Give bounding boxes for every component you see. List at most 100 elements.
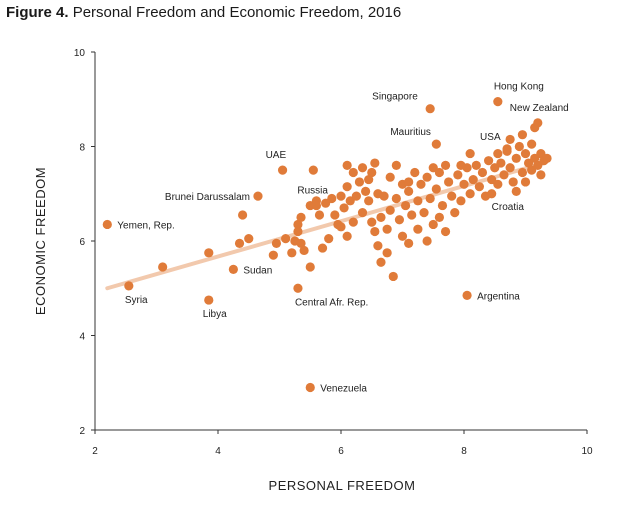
- data-point: [419, 208, 429, 218]
- data-point: [327, 193, 337, 204]
- point-label: Venezuela: [320, 383, 367, 394]
- x-tick-label: 10: [581, 446, 593, 457]
- data-point: [465, 148, 475, 159]
- data-point: [477, 167, 488, 178]
- points-group: [102, 97, 552, 393]
- data-point: [348, 217, 358, 227]
- trendline-group: [105, 161, 546, 291]
- data-point: [453, 170, 463, 180]
- data-point: [376, 212, 386, 222]
- labeled-data-point: [493, 97, 503, 107]
- data-point: [459, 179, 469, 189]
- data-point: [339, 203, 349, 213]
- data-point: [493, 148, 503, 159]
- y-tick-label: 4: [79, 332, 85, 343]
- data-point: [400, 200, 411, 211]
- data-point: [505, 163, 515, 173]
- figure-title: Figure 4. Personal Freedom and Economic …: [6, 4, 401, 21]
- data-point: [234, 238, 245, 248]
- data-point: [416, 179, 426, 189]
- data-point: [373, 241, 383, 251]
- labeled-data-point: [487, 189, 497, 199]
- data-point: [364, 174, 374, 185]
- data-point: [204, 248, 214, 258]
- data-point: [299, 245, 309, 256]
- x-axis-title: PERSONAL FREEDOM: [269, 478, 416, 493]
- figure-label: Figure 4.: [6, 4, 69, 21]
- data-point: [456, 196, 466, 206]
- data-point: [468, 174, 478, 185]
- data-point: [367, 167, 377, 178]
- trendline: [105, 161, 546, 291]
- data-point: [499, 170, 509, 180]
- y-tick-label: 2: [79, 426, 85, 437]
- data-point: [514, 141, 524, 152]
- data-point: [474, 182, 484, 192]
- data-point: [238, 210, 248, 220]
- data-point: [296, 212, 306, 222]
- y-tick-label: 8: [79, 143, 85, 154]
- data-point: [357, 208, 368, 218]
- data-point: [527, 139, 537, 149]
- point-label: Yemen, Rep.: [117, 220, 174, 231]
- point-label: Hong Kong: [494, 82, 544, 93]
- labeled-data-point: [277, 165, 288, 175]
- data-point: [382, 248, 392, 258]
- point-label: UAE: [266, 150, 287, 161]
- data-point: [456, 160, 466, 170]
- data-point: [336, 222, 346, 232]
- data-point: [391, 160, 401, 170]
- point-label: Russia: [297, 186, 328, 197]
- labeled-data-point: [502, 144, 512, 154]
- labeled-data-point: [228, 264, 238, 274]
- point-label: Mauritius: [390, 127, 431, 138]
- labeled-data-point: [425, 104, 435, 114]
- labeled-data-point: [311, 200, 321, 211]
- labeled-data-point: [431, 139, 441, 149]
- data-point: [342, 182, 352, 192]
- data-point: [268, 250, 278, 260]
- data-point: [376, 257, 386, 267]
- x-tick-label: 2: [92, 446, 98, 457]
- data-point: [370, 158, 380, 168]
- data-point: [287, 248, 297, 258]
- y-tick-label: 6: [79, 237, 85, 248]
- data-point: [428, 219, 438, 230]
- data-point: [305, 262, 315, 272]
- data-point: [244, 234, 254, 244]
- point-label: Croatia: [492, 202, 525, 213]
- labeled-data-point: [533, 118, 543, 128]
- data-point: [385, 205, 395, 215]
- data-point: [431, 184, 441, 194]
- data-point: [379, 191, 389, 201]
- data-point: [422, 236, 432, 246]
- labeled-data-point: [462, 290, 472, 300]
- data-point: [158, 262, 168, 272]
- point-label: Singapore: [372, 92, 418, 103]
- data-point: [410, 167, 420, 178]
- data-point: [434, 212, 444, 222]
- data-point: [388, 271, 398, 282]
- data-point: [391, 193, 401, 204]
- data-point: [351, 191, 361, 201]
- data-point: [382, 224, 392, 234]
- data-point: [536, 170, 546, 180]
- data-point: [407, 210, 417, 220]
- data-point: [317, 243, 328, 253]
- point-label: USA: [480, 132, 501, 143]
- data-point: [520, 148, 531, 159]
- axes: 2 4 6 8 10 2 4 6 8 10: [74, 48, 593, 457]
- data-point: [394, 215, 405, 225]
- data-point: [422, 172, 432, 182]
- data-point: [520, 177, 531, 187]
- data-point: [348, 167, 358, 178]
- data-point: [484, 156, 494, 166]
- point-labels-group: Yemen, Rep. Syria Libya Sudan Brunei Darussa…: [117, 82, 568, 395]
- labeled-data-point: [124, 281, 134, 291]
- y-axis-title: ECONOMIC FREEDOM: [33, 167, 48, 315]
- data-point: [542, 153, 552, 163]
- y-tick-label: 10: [74, 48, 86, 59]
- data-point: [271, 238, 282, 248]
- data-point: [496, 158, 506, 168]
- data-point: [354, 177, 365, 187]
